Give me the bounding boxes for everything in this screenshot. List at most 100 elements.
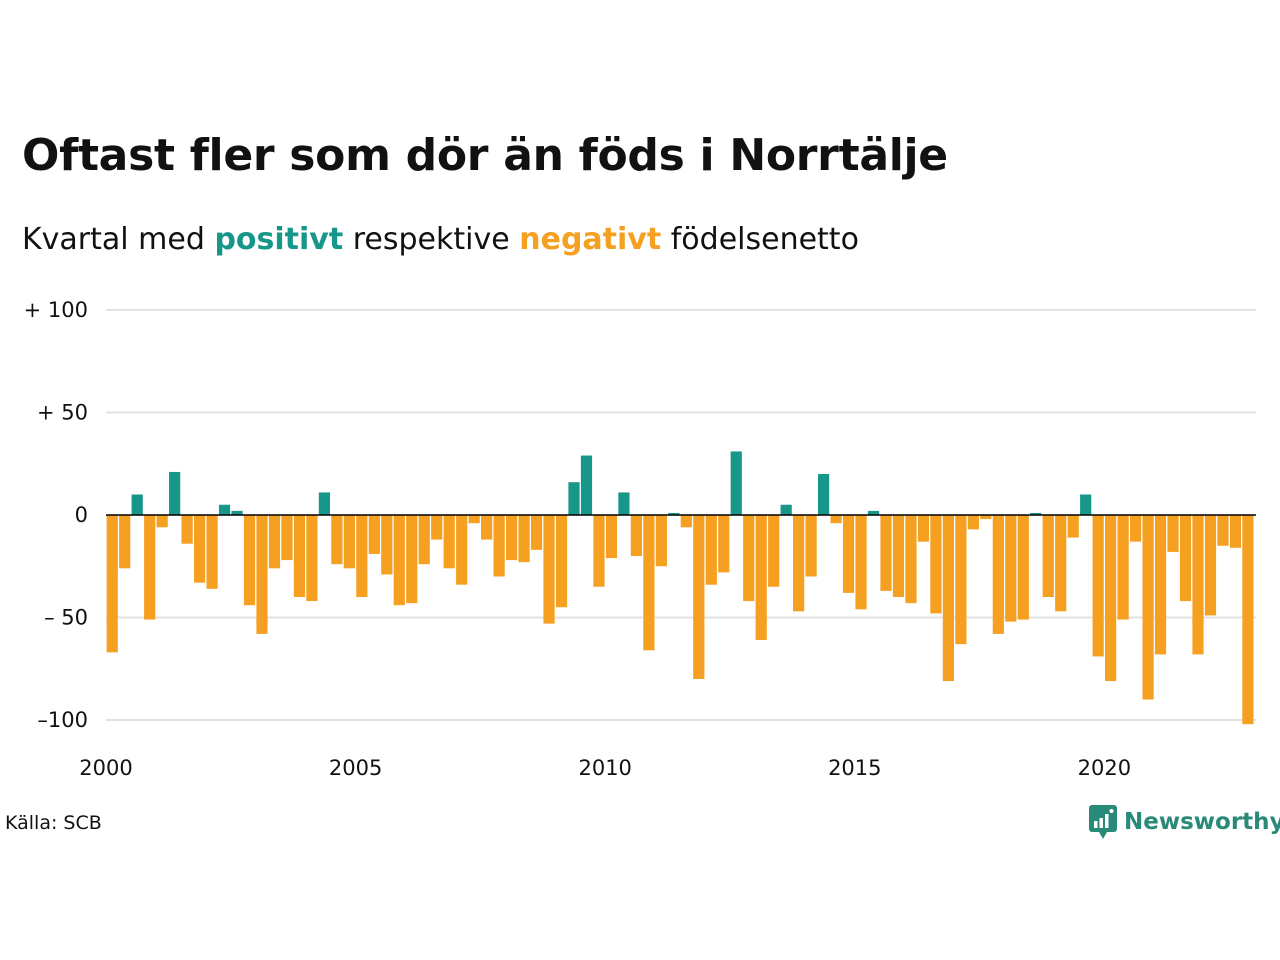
- source-note: Källa: SCB: [5, 812, 102, 834]
- bar: [431, 515, 443, 540]
- bar: [156, 515, 168, 528]
- bar: [1142, 515, 1154, 700]
- bar: [393, 515, 405, 606]
- bar: [643, 515, 655, 651]
- bar: [668, 512, 680, 515]
- x-tick-label: 2010: [578, 756, 631, 780]
- bar: [144, 515, 156, 620]
- bar: [106, 515, 118, 653]
- bar: [880, 515, 892, 591]
- bar: [967, 515, 979, 530]
- bar: [343, 515, 355, 569]
- bar: [131, 494, 143, 515]
- bar: [605, 515, 618, 559]
- x-tick-label: 2020: [1078, 756, 1131, 780]
- bar: [1167, 515, 1179, 552]
- bar: [917, 515, 930, 542]
- bar: [830, 515, 842, 524]
- bar: [468, 515, 480, 524]
- bar: [1055, 515, 1067, 612]
- bar: [580, 455, 593, 515]
- bar: [1179, 515, 1192, 602]
- bar: [218, 504, 231, 515]
- y-tick-label: – 50: [44, 606, 88, 630]
- bar: [1030, 512, 1042, 515]
- bar: [718, 515, 730, 573]
- bar: [1154, 515, 1167, 655]
- bar: [169, 471, 181, 515]
- bar: [818, 474, 830, 515]
- bar: [256, 515, 268, 634]
- chart-subtitle: Kvartal med positivt respektive negativt…: [22, 222, 859, 257]
- bar: [1229, 515, 1242, 548]
- y-tick-label: –100: [37, 708, 88, 732]
- bar: [281, 515, 293, 561]
- bar: [593, 515, 605, 587]
- x-axis-labels: 2000 2005 2010 2015 2020: [79, 756, 1131, 780]
- bar: [318, 492, 330, 515]
- bar: [805, 515, 817, 577]
- bar: [568, 482, 580, 515]
- bar: [456, 515, 468, 585]
- bar: [768, 515, 780, 587]
- bar: [755, 515, 767, 641]
- bar: [1242, 515, 1254, 725]
- bar: [1217, 515, 1229, 546]
- bar: [518, 515, 530, 563]
- y-axis-labels: + 100 + 50 0 – 50 –100: [24, 298, 88, 732]
- bar: [980, 515, 992, 520]
- bar: [1067, 515, 1079, 538]
- bar: [231, 510, 243, 515]
- x-tick-label: 2005: [329, 756, 382, 780]
- bar: [867, 510, 880, 515]
- bar: [693, 515, 705, 679]
- bar: [206, 515, 218, 589]
- bar: [942, 515, 954, 682]
- bar: [730, 451, 742, 515]
- bar: [181, 515, 193, 544]
- y-tick-label: 0: [75, 503, 88, 527]
- bar: [842, 515, 855, 593]
- x-tick-label: 2015: [828, 756, 881, 780]
- bar: [855, 515, 867, 610]
- bar: [705, 515, 717, 585]
- bar: [655, 515, 667, 567]
- newsworthy-logo-text: Newsworthy: [1124, 809, 1280, 835]
- y-tick-label: + 50: [37, 401, 88, 425]
- bar: [119, 515, 131, 569]
- bar: [493, 515, 505, 577]
- bar: [1105, 515, 1117, 682]
- bar: [1204, 515, 1217, 616]
- bar: [243, 515, 256, 606]
- bar: [406, 515, 418, 604]
- bar: [368, 515, 380, 554]
- y-tick-label: + 100: [24, 298, 88, 322]
- grid-lines: [106, 309, 1256, 721]
- subtitle-positive-word: positivt: [214, 222, 344, 257]
- bar: [555, 515, 568, 608]
- bar: [1005, 515, 1017, 622]
- bar: [1130, 515, 1142, 542]
- bar: [543, 515, 555, 624]
- newsworthy-logo: Newsworthy: [1088, 804, 1280, 840]
- subtitle-text-before: Kvartal med: [22, 222, 205, 257]
- subtitle-text-middle: respektive: [352, 222, 510, 257]
- bar: [793, 515, 805, 612]
- bar: [356, 515, 368, 597]
- bar: [331, 515, 343, 565]
- bars: [106, 451, 1254, 725]
- subtitle-text-after: födelsenetto: [670, 222, 859, 257]
- bar: [1192, 515, 1204, 655]
- bar: [194, 515, 206, 583]
- bar: [1017, 515, 1029, 620]
- bar: [530, 515, 543, 550]
- bar: [1042, 515, 1054, 597]
- bar: [680, 515, 692, 528]
- bar: [506, 515, 518, 561]
- bar: [930, 515, 942, 614]
- bar: [630, 515, 642, 556]
- bar: [306, 515, 318, 602]
- bar: [618, 492, 630, 515]
- bar: [381, 515, 393, 575]
- bar: [743, 515, 755, 602]
